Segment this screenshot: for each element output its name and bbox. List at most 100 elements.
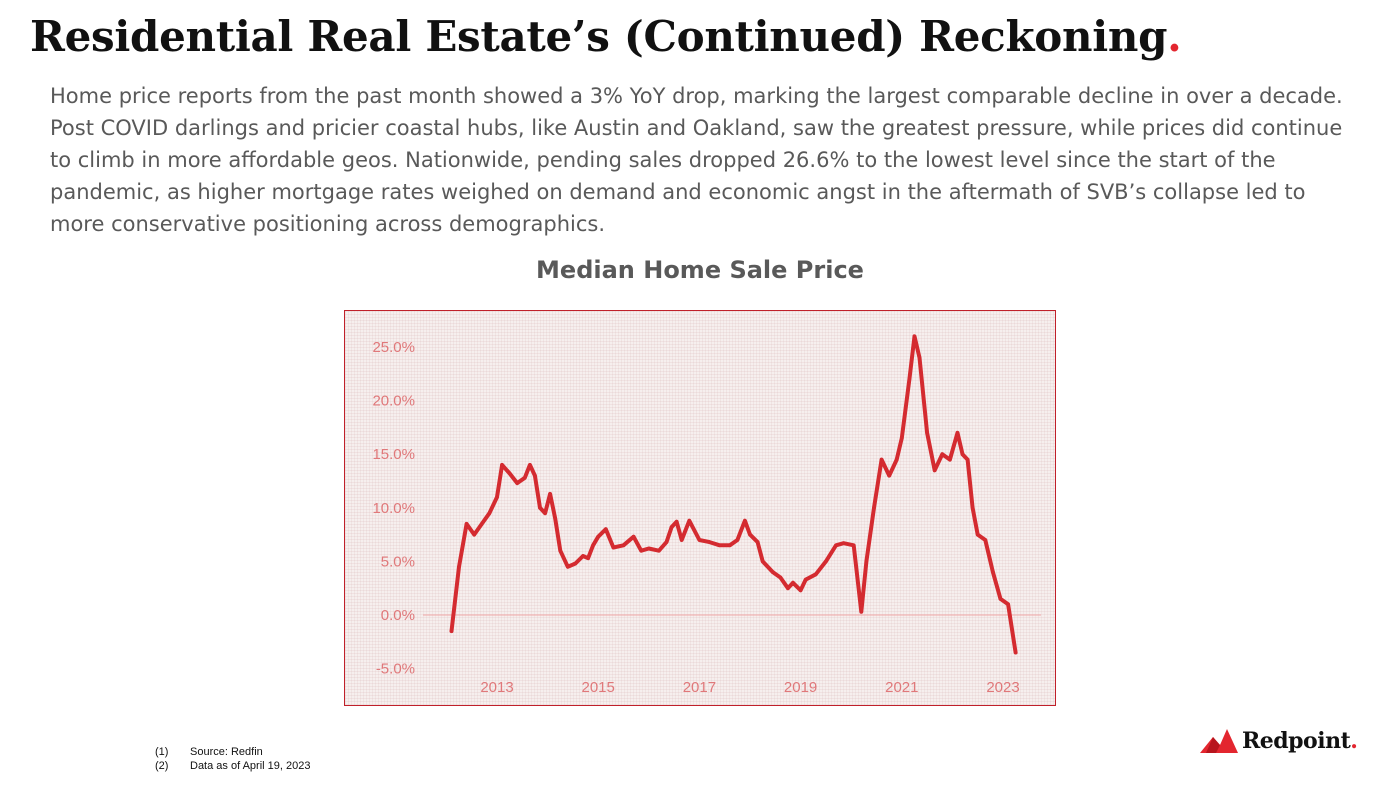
- y-tick-label: 5.0%: [381, 553, 415, 570]
- data-point: [487, 511, 492, 515]
- x-tick-label: 2013: [480, 679, 513, 696]
- data-point: [707, 540, 712, 544]
- footnote-2: (2) Data as of April 19, 2023: [155, 759, 310, 773]
- data-point: [834, 543, 838, 548]
- data-point: [940, 452, 945, 456]
- data-point: [558, 548, 563, 553]
- logo-text: Redpoint: [1242, 728, 1351, 754]
- redpoint-logo: Redpoint.: [1200, 726, 1358, 756]
- data-point: [548, 492, 552, 496]
- data-point: [814, 572, 818, 577]
- data-point: [955, 431, 960, 435]
- footnote-number: (1): [155, 746, 169, 758]
- page-title-text: Residential Real Estate’s (Continued) Re…: [30, 12, 1168, 61]
- x-tick-label: 2015: [582, 679, 615, 696]
- data-point: [907, 377, 912, 381]
- data-point: [851, 543, 856, 548]
- data-point: [639, 548, 643, 553]
- data-point: [679, 538, 684, 542]
- data-point: [965, 457, 970, 462]
- data-point: [791, 581, 795, 585]
- data-point: [864, 559, 869, 564]
- data-point: [998, 597, 1003, 601]
- data-point: [760, 559, 765, 564]
- data-point: [538, 506, 542, 510]
- data-point: [495, 495, 499, 499]
- data-point: [1013, 650, 1018, 655]
- data-point: [480, 522, 484, 526]
- footnote-text: Source: Redfin: [190, 746, 263, 758]
- data-point: [611, 545, 616, 550]
- y-tick-label: 25.0%: [372, 339, 415, 356]
- footnote-1: (1) Source: Redfin: [155, 745, 310, 759]
- data-point: [970, 506, 975, 510]
- redpoint-mountain-icon: [1200, 729, 1238, 753]
- data-point: [674, 519, 679, 524]
- data-point: [841, 541, 846, 545]
- data-point: [669, 525, 674, 529]
- data-point: [697, 538, 702, 542]
- logo-dot: .: [1350, 728, 1358, 754]
- data-point: [664, 540, 669, 544]
- data-point: [449, 629, 454, 633]
- data-point: [925, 431, 929, 435]
- data-point: [586, 556, 590, 560]
- summary-paragraph: Home price reports from the past month s…: [50, 84, 1343, 236]
- data-point: [523, 476, 527, 480]
- data-point: [991, 570, 995, 574]
- data-point: [553, 516, 557, 521]
- data-point: [604, 527, 608, 531]
- title-accent-dot: .: [1167, 12, 1182, 61]
- line-chart: 25.0% 20.0% 15.0% 10.0% 5.0% 0.0% -5.0% 2013 201…: [372, 334, 1041, 696]
- data-point: [566, 565, 570, 569]
- series-line: [449, 334, 1018, 655]
- data-point: [917, 355, 922, 360]
- data-point: [778, 575, 783, 580]
- data-point: [798, 588, 803, 593]
- x-tick-label: 2017: [683, 679, 716, 696]
- y-tick-label: 0.0%: [381, 607, 415, 624]
- data-point: [596, 534, 600, 539]
- data-point: [872, 506, 876, 510]
- data-point: [457, 565, 461, 569]
- footnote-number: (2): [155, 760, 169, 772]
- data-point: [573, 561, 578, 566]
- chart-frame: 25.0% 20.0% 15.0% 10.0% 5.0% 0.0% -5.0% 2013 201…: [344, 310, 1056, 706]
- data-point: [879, 457, 884, 462]
- data-point: [500, 463, 504, 467]
- x-tick-label: 2019: [784, 679, 817, 696]
- data-point: [983, 538, 988, 542]
- data-point: [528, 463, 532, 467]
- data-point: [912, 334, 917, 339]
- data-point: [859, 610, 864, 614]
- chart-title: Median Home Sale Price: [536, 256, 864, 284]
- x-tick-label: 2023: [986, 679, 1019, 696]
- data-point: [824, 559, 828, 564]
- data-point: [647, 546, 651, 551]
- data-point: [975, 532, 980, 537]
- page-title: Residential Real Estate’s (Continued) Re…: [30, 12, 1182, 61]
- data-point: [748, 532, 752, 537]
- data-point: [581, 554, 585, 558]
- data-point: [631, 534, 636, 539]
- data-point: [786, 586, 790, 590]
- data-point: [900, 436, 904, 440]
- data-point: [743, 518, 747, 523]
- data-point: [755, 540, 760, 544]
- footnote-text: Data as of April 19, 2023: [190, 760, 311, 772]
- data-point: [515, 481, 519, 485]
- data-point: [1006, 602, 1010, 607]
- data-point: [735, 538, 740, 542]
- data-point: [717, 543, 722, 548]
- y-tick-label: 15.0%: [372, 446, 415, 463]
- data-point: [533, 473, 537, 478]
- y-tick-label: -5.0%: [376, 661, 415, 678]
- data-point: [803, 577, 808, 582]
- logo-wordmark: Redpoint.: [1242, 728, 1358, 754]
- data-point: [472, 532, 476, 537]
- y-tick-label: 10.0%: [372, 500, 415, 517]
- data-point: [591, 543, 595, 548]
- data-point: [464, 522, 469, 526]
- data-point: [657, 548, 661, 553]
- data-point: [728, 543, 732, 548]
